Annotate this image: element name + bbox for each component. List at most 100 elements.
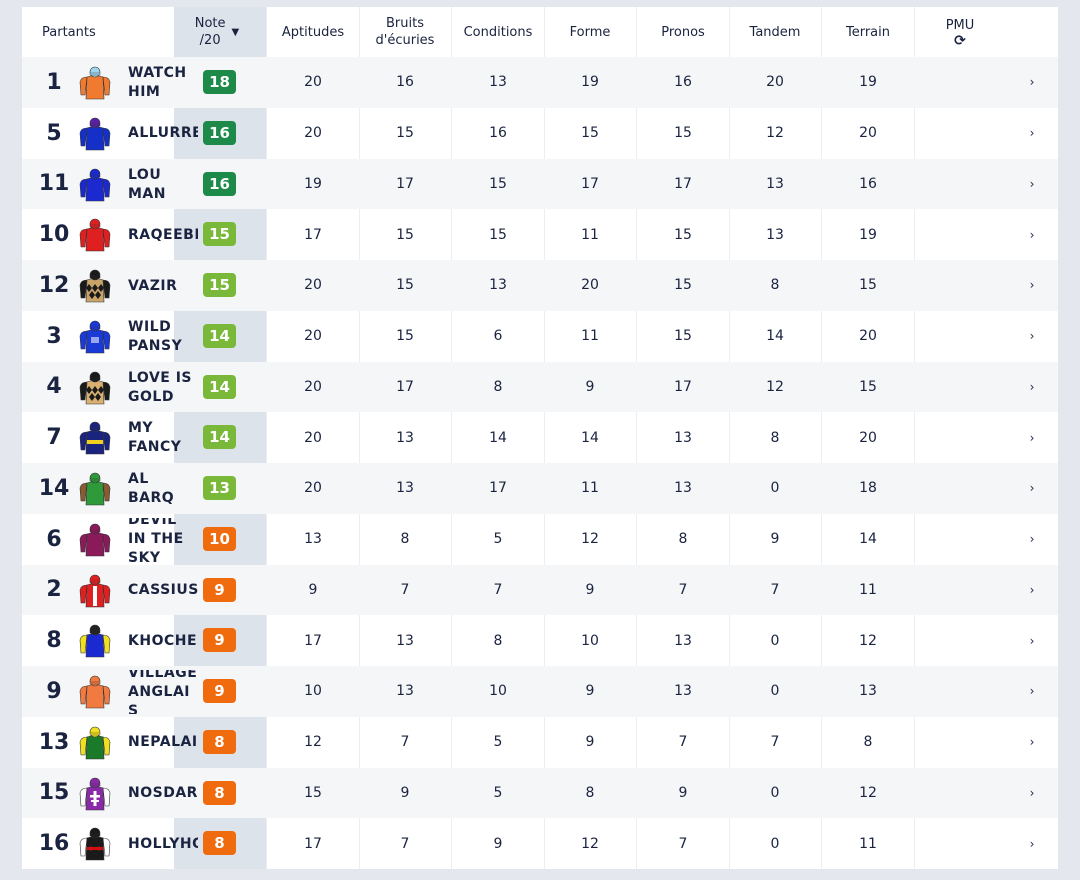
- runner-name[interactable]: VILLAGE ANGLAIS: [128, 670, 198, 714]
- runner-name[interactable]: LOU MAN: [128, 166, 166, 202]
- table-row[interactable]: 10 RAQEEBB 15 17 15 15 11 15 13 19 ›: [22, 209, 1058, 260]
- header-aptitudes[interactable]: Aptitudes: [281, 24, 345, 40]
- cell-pronos: 15: [674, 125, 692, 142]
- chevron-right-icon[interactable]: ›: [1029, 126, 1035, 141]
- chevron-right-icon[interactable]: ›: [1029, 481, 1035, 496]
- cell-tandem: 13: [766, 226, 784, 243]
- chevron-right-icon[interactable]: ›: [1029, 176, 1035, 191]
- table-row[interactable]: 3 WILD PANSY 14 20 15 6 11 15 14 20 ›: [22, 311, 1058, 362]
- cell-aptitudes: 15: [304, 784, 322, 801]
- chevron-right-icon[interactable]: ›: [1029, 633, 1035, 648]
- table-header: Partants Note/20 ▼ Aptitudes Bruits d'écu…: [22, 7, 1058, 57]
- cell-tandem: 13: [766, 175, 784, 192]
- table-row[interactable]: 6 DEVIL IN THE SKY 10 13 8 5 12 8 9 14 ›: [22, 514, 1058, 565]
- table-row[interactable]: 15 NOSDARGENT 8 15 9 5 8 9 0 12 ›: [22, 767, 1058, 819]
- cell-bruits: 7: [400, 581, 410, 598]
- cell-aptitudes: 13: [304, 531, 322, 548]
- note-badge: 16: [203, 120, 236, 145]
- table-row[interactable]: 2 CASSIUS 9 9 7 7 9 7 7 11 ›: [22, 564, 1058, 616]
- jockey-silk-icon: [78, 522, 112, 558]
- table-row[interactable]: 9 VILLAGE ANGLAIS 9 10 13 10 9 13 0 13 ›: [22, 666, 1058, 717]
- jockey-silk-icon: [78, 167, 112, 203]
- header-terrain[interactable]: Terrain: [845, 24, 890, 40]
- header-tandem[interactable]: Tandem: [749, 24, 801, 40]
- chevron-right-icon[interactable]: ›: [1029, 379, 1035, 394]
- jockey-silk-icon: [78, 725, 112, 761]
- ratings-table: Partants Note/20 ▼ Aptitudes Bruits d'écu…: [22, 7, 1058, 869]
- header-forme[interactable]: Forme: [569, 24, 611, 40]
- cell-aptitudes: 20: [304, 74, 322, 91]
- runner-name[interactable]: KHOCHENKO: [128, 632, 198, 649]
- runner-name[interactable]: WILD PANSY: [128, 318, 183, 354]
- cell-aptitudes: 19: [304, 175, 322, 192]
- cell-conditions: 14: [489, 429, 507, 446]
- table-row[interactable]: 16 HOLLYHOCK 8 17 7 9 12 7 0 11 ›: [22, 818, 1058, 869]
- caret-down-icon: ▼: [231, 26, 240, 38]
- cell-tandem: 14: [766, 328, 784, 345]
- cell-terrain: 15: [859, 378, 877, 395]
- cell-conditions: 5: [493, 531, 503, 548]
- runner-name[interactable]: WATCH HIM: [128, 65, 187, 100]
- header-pronos[interactable]: Pronos: [661, 24, 705, 40]
- table-row[interactable]: 4 LOVE IS GOLD 14 20 17 8 9 17 12 15 ›: [22, 361, 1058, 413]
- note-badge: 8: [203, 729, 236, 754]
- chevron-right-icon[interactable]: ›: [1029, 75, 1035, 90]
- chevron-right-icon[interactable]: ›: [1029, 532, 1035, 547]
- cell-bruits: 15: [396, 226, 414, 243]
- runner-name[interactable]: NEPALAIS: [128, 734, 198, 751]
- chevron-right-icon[interactable]: ›: [1029, 785, 1035, 800]
- chevron-right-icon[interactable]: ›: [1029, 329, 1035, 344]
- cell-forme: 9: [585, 683, 595, 700]
- header-pmu[interactable]: PMU ⟳: [945, 17, 975, 49]
- header-note-sort[interactable]: Note/20 ▼: [182, 7, 252, 57]
- runner-name[interactable]: AL BARQ: [128, 471, 175, 506]
- header-conditions[interactable]: Conditions: [463, 24, 533, 40]
- table-row[interactable]: 7 MY FANCY 14 20 13 14 14 13 8 20 ›: [22, 412, 1058, 463]
- header-bruits[interactable]: Bruits d'écuries: [375, 16, 435, 48]
- chevron-right-icon[interactable]: ›: [1029, 582, 1035, 597]
- cell-terrain: 19: [859, 226, 877, 243]
- chevron-right-icon[interactable]: ›: [1029, 735, 1035, 750]
- chevron-right-icon[interactable]: ›: [1029, 684, 1035, 699]
- chevron-right-icon[interactable]: ›: [1029, 278, 1035, 293]
- runner-name[interactable]: NOSDARGENT: [128, 785, 198, 801]
- jockey-silk-icon: [78, 319, 112, 355]
- row-background: [22, 361, 1058, 413]
- runner-name[interactable]: LOVE IS GOLD: [128, 369, 193, 405]
- table-row[interactable]: 13 NEPALAIS 8 12 7 5 9 7 7 8 ›: [22, 717, 1058, 768]
- runner-number: 7: [46, 425, 62, 451]
- runner-name[interactable]: HOLLYHOCK: [128, 835, 198, 852]
- runner-name[interactable]: CASSIUS: [128, 582, 198, 598]
- cell-conditions: 7: [493, 581, 503, 598]
- note-badge: 16: [203, 171, 236, 196]
- runner-name[interactable]: DEVIL IN THE SKY: [128, 517, 184, 562]
- chevron-right-icon[interactable]: ›: [1029, 430, 1035, 445]
- refresh-icon[interactable]: ⟳: [954, 32, 966, 49]
- cell-terrain: 15: [859, 277, 877, 294]
- runner-name[interactable]: VAZIR: [128, 277, 178, 294]
- chevron-right-icon[interactable]: ›: [1029, 836, 1035, 851]
- runner-number: 14: [38, 475, 70, 501]
- cell-terrain: 20: [859, 429, 877, 446]
- jockey-silk-icon: [78, 65, 112, 101]
- note-badge: 13: [203, 476, 236, 500]
- jockey-silk-icon: [78, 826, 112, 862]
- table-row[interactable]: 12 VAZIR 15 20 15 13 20 15 8 15 ›: [22, 260, 1058, 311]
- chevron-right-icon[interactable]: ›: [1029, 227, 1035, 242]
- runner-name[interactable]: ALLURRE: [128, 125, 198, 142]
- header-partants[interactable]: Partants: [42, 24, 96, 40]
- table-row[interactable]: 5 ALLURRE 16 20 15 16 15 15 12 20 ›: [22, 108, 1058, 159]
- cell-bruits: 17: [396, 378, 414, 395]
- table-row[interactable]: 1 WATCH HIM 18 20 16 13 19 16 20 19 ›: [22, 57, 1058, 108]
- runner-name[interactable]: RAQEEBB: [128, 226, 198, 243]
- cell-forme: 14: [581, 429, 599, 446]
- table-row[interactable]: 14 AL BARQ 13 20 13 17 11 13 0 18 ›: [22, 463, 1058, 514]
- cell-aptitudes: 20: [304, 328, 322, 345]
- cell-tandem: 9: [770, 531, 780, 548]
- cell-pronos: 7: [678, 734, 688, 751]
- row-background: [22, 57, 1058, 108]
- table-row[interactable]: 11 LOU MAN 16 19 17 15 17 17 13 16 ›: [22, 158, 1058, 210]
- cell-tandem: 8: [770, 277, 780, 294]
- table-row[interactable]: 8 KHOCHENKO 9 17 13 8 10 13 0 12 ›: [22, 615, 1058, 666]
- runner-name[interactable]: MY FANCY: [128, 420, 182, 456]
